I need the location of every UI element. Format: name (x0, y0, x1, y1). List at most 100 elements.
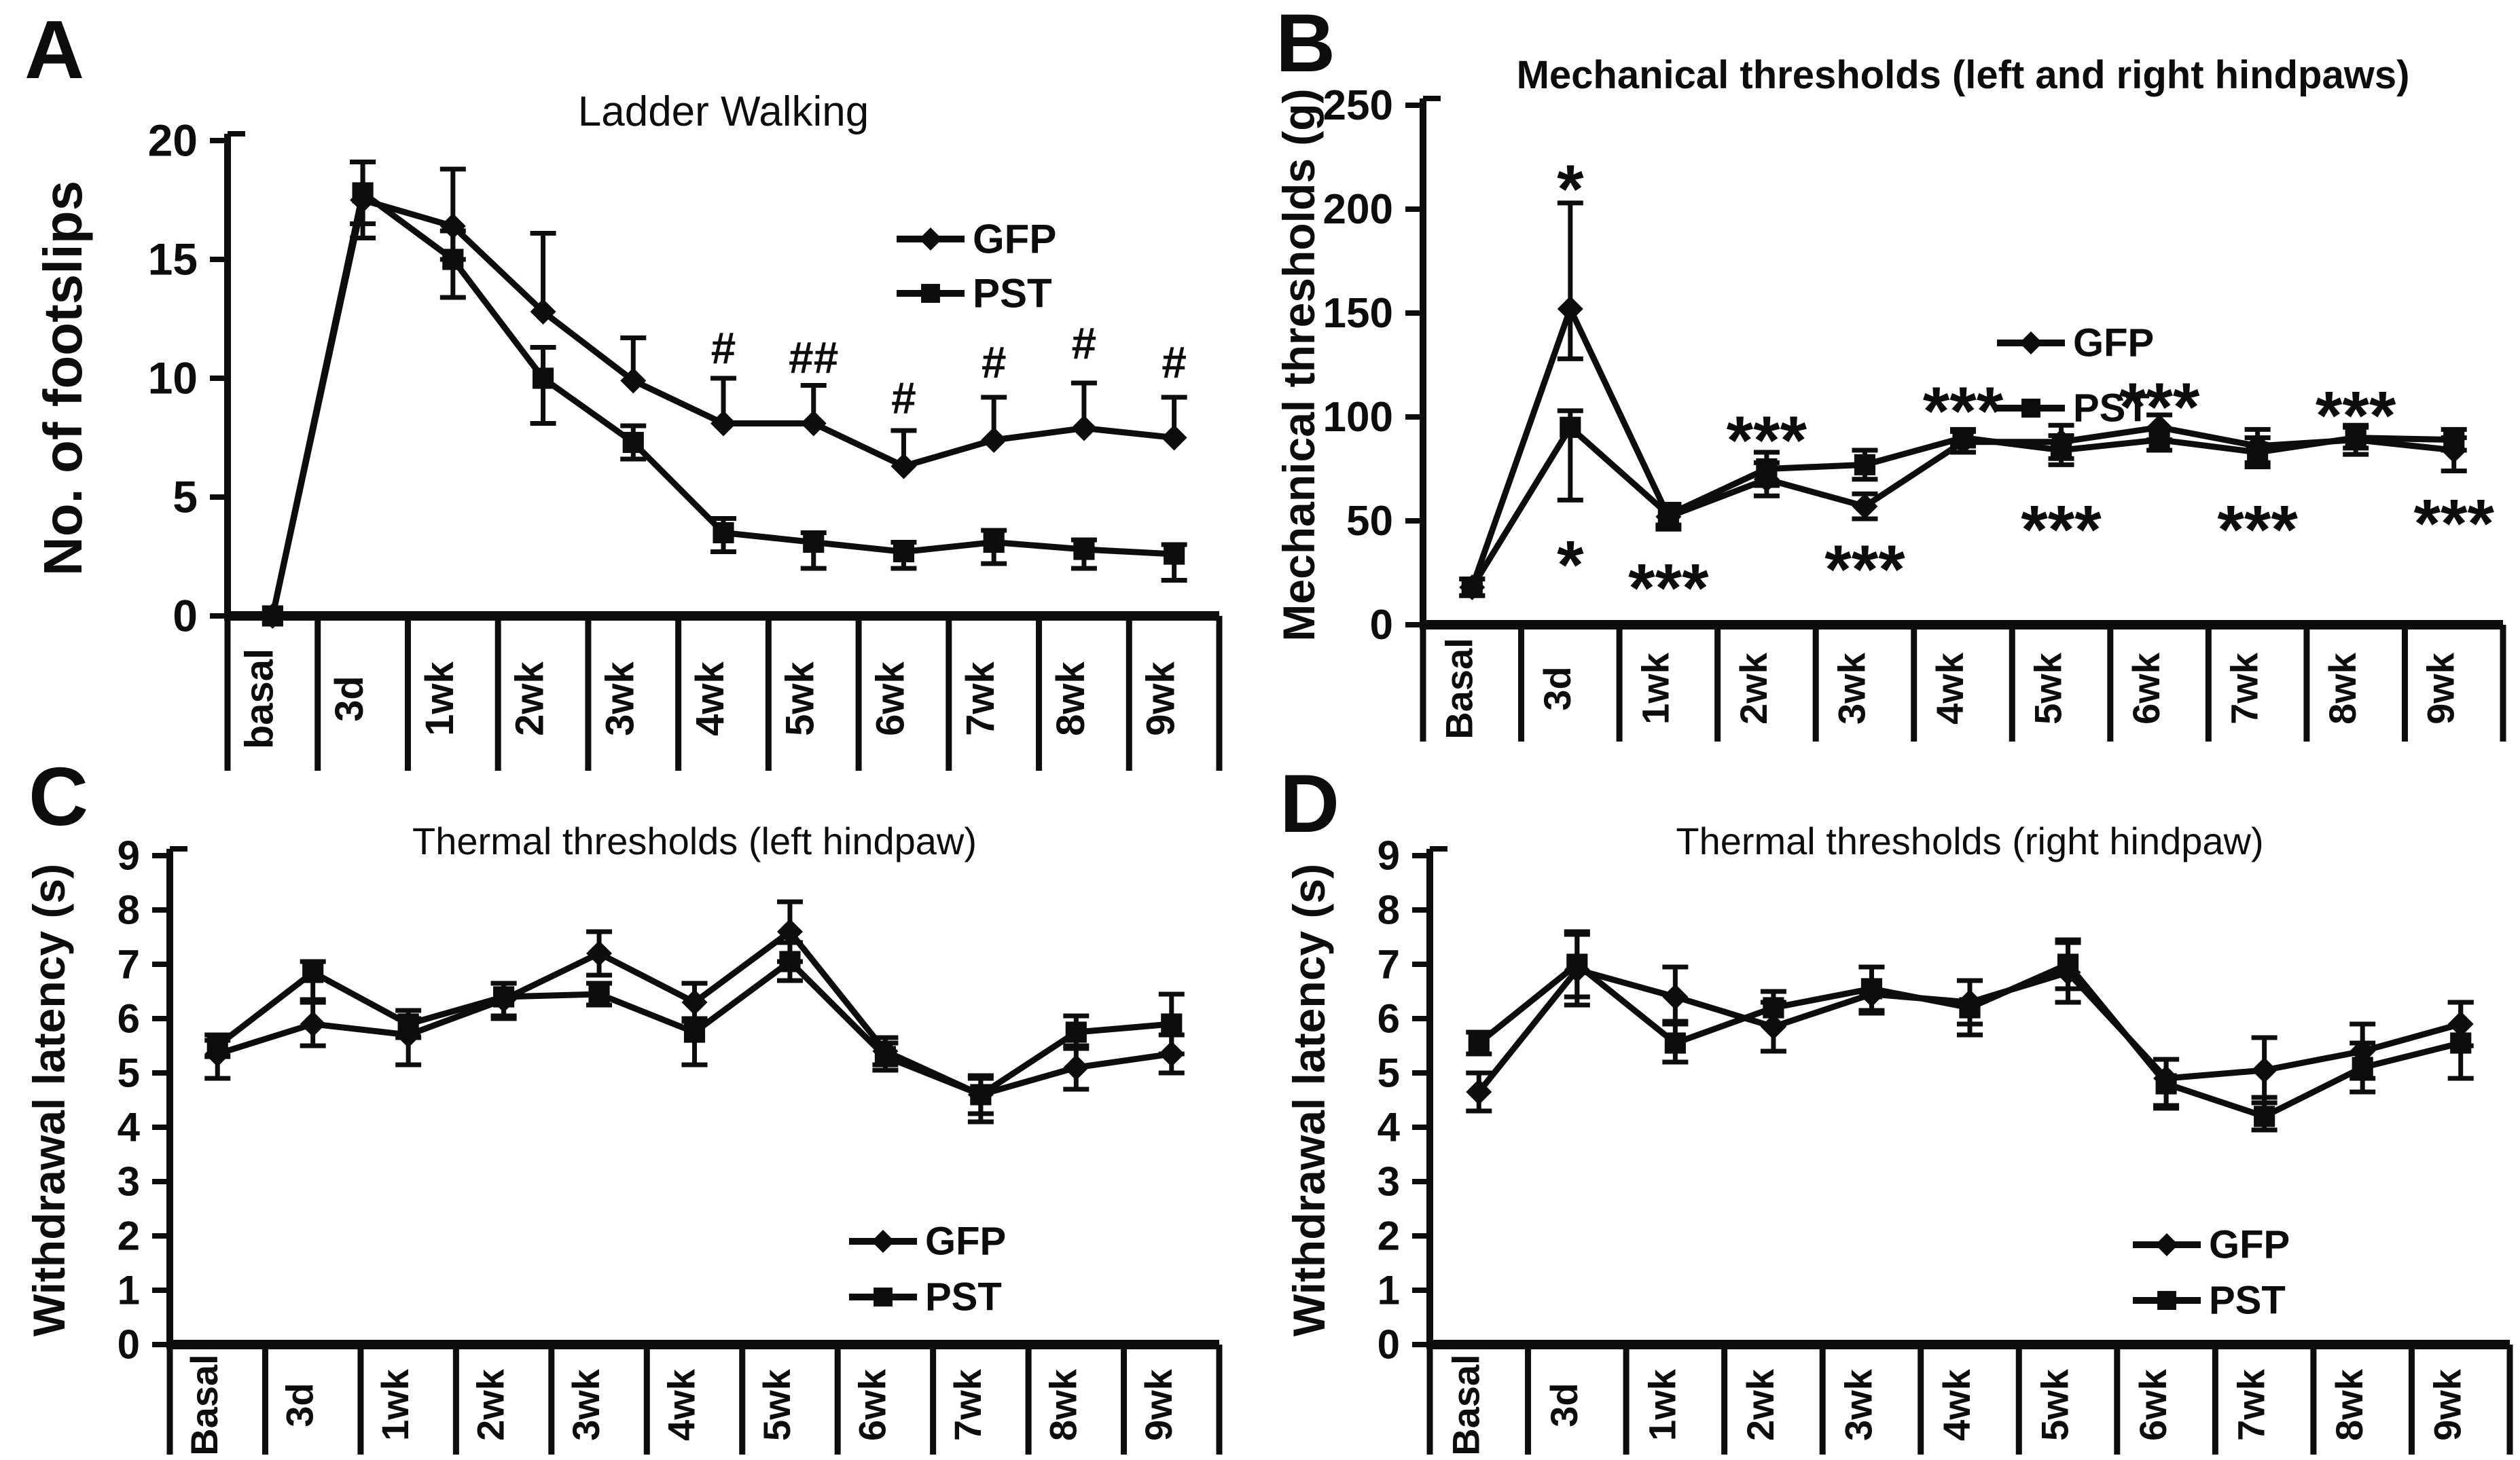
x-tick-label: 5wk (2034, 1368, 2076, 1441)
panel-label-d: D (1280, 757, 1340, 850)
significance-marker: # (711, 323, 736, 373)
series-marker-pst (2450, 1032, 2472, 1054)
chart-panel-a-ladder-walking: Ladder Walking No. of footslips 0 5 10 15 20 ba… (33, 88, 1223, 771)
series-marker-pst (588, 983, 610, 1005)
series-marker-pst (683, 1021, 706, 1043)
x-tick-label: 7wk (2223, 652, 2266, 725)
series-marker-pst (1952, 427, 1974, 449)
y-tick-label: 9 (1378, 833, 1400, 878)
x-tick-label: 8wk (1049, 661, 1093, 735)
x-tick-label: 4wk (1935, 1368, 1978, 1441)
x-tick-label: 5wk (778, 661, 823, 735)
legend-label-pst: PST (2073, 386, 2150, 431)
chart-title: Mechanical thresholds (left and right hi… (1517, 53, 2410, 97)
significance-marker: *** (2413, 484, 2494, 562)
series-marker-pst (1664, 1032, 1686, 1054)
chart-title: Thermal thresholds (left hindpaw) (412, 820, 977, 862)
y-tick-label: 1 (118, 1267, 140, 1313)
y-tick-label: 7 (1378, 941, 1400, 987)
series-marker-gfp (1158, 1041, 1185, 1067)
y-tick-label: 8 (1378, 887, 1400, 932)
x-tick-label: 3d (1543, 1383, 1585, 1427)
series-marker-gfp (300, 1011, 326, 1037)
significance-marker: *** (2021, 491, 2102, 568)
series-marker-pst (1763, 997, 1784, 1019)
x-tick-label: 1wk (1634, 652, 1676, 725)
y-tick-label: 4 (1378, 1104, 1401, 1150)
significance-marker: *** (1727, 401, 1807, 479)
series-marker-pst (262, 605, 283, 627)
series-marker-gfp (1662, 984, 1689, 1010)
panel-label-a: A (24, 3, 85, 96)
legend-label-pst: PST (973, 270, 1052, 316)
y-tick-label: 1 (1378, 1267, 1400, 1313)
x-tick-label: 9wk (2419, 652, 2462, 725)
y-axis-label: Withdrawal latency (s) (24, 864, 74, 1336)
significance-marker: * (1557, 150, 1584, 227)
x-tick-label: 7wk (958, 661, 1003, 735)
legend-marker-gfp (2019, 331, 2042, 354)
series-marker-pst (1461, 577, 1483, 598)
series-marker-pst (1854, 454, 1876, 475)
significance-marker: # (891, 373, 916, 423)
series-marker-pst (206, 1035, 228, 1057)
significance-marker: *** (2119, 368, 2200, 445)
legend-marker-gfp (871, 1230, 895, 1253)
x-tick-label: 4wk (660, 1368, 703, 1441)
y-tick-label: 5 (173, 471, 198, 522)
x-tick-label: 3d (327, 676, 372, 722)
x-tick-label: 6wk (2125, 652, 2167, 725)
y-tick-label: 3 (1378, 1158, 1400, 1204)
series-marker-gfp (981, 427, 1007, 453)
x-tick-label: 3d (278, 1383, 321, 1427)
series-marker-gfp (1161, 424, 1187, 451)
x-tick-label: 6wk (2131, 1368, 2174, 1441)
chart-panel-c-thermal-left: Thermal thresholds (left hindpaw) Withdra… (24, 820, 1223, 1456)
series-marker-pst (2352, 1057, 2373, 1078)
series-marker-gfp (776, 919, 803, 945)
y-tick-label: 5 (118, 1050, 140, 1095)
series-marker-pst (1073, 539, 1095, 560)
y-tick-label: 6 (118, 996, 140, 1041)
series-marker-pst (1959, 997, 1981, 1019)
series-marker-pst (1468, 1032, 1490, 1054)
y-tick-label: 5 (1378, 1050, 1400, 1095)
x-tick-label: 1wk (374, 1368, 416, 1441)
panel-label-c: C (29, 750, 89, 843)
series-marker-gfp (1466, 1079, 1492, 1105)
series-marker-gfp (1063, 1055, 1090, 1080)
series-marker-pst (532, 367, 554, 389)
significance-marker: *** (2217, 491, 2298, 568)
y-axis-label: Withdrawal latency (s) (1284, 864, 1334, 1336)
x-tick-label: 2wk (469, 1368, 512, 1441)
y-axis-label: No. of footslips (33, 181, 93, 576)
y-tick-label: 2 (1378, 1213, 1400, 1258)
x-tick-label: 7wk (2230, 1368, 2273, 1441)
series-marker-pst (2345, 427, 2366, 449)
series-marker-pst (2148, 429, 2170, 451)
series-marker-pst (1065, 1021, 1087, 1043)
y-tick-label: 200 (1323, 186, 1393, 233)
series-marker-pst (2247, 441, 2269, 463)
x-tick-label: 6wk (850, 1368, 893, 1441)
series-marker-gfp (1557, 295, 1583, 322)
y-tick-label: 250 (1323, 82, 1393, 129)
series-marker-pst (352, 182, 374, 204)
series-marker-gfp (800, 410, 827, 437)
x-tick-label: Basal (1444, 1354, 1487, 1455)
x-tick-label: 3wk (1837, 1368, 1879, 1441)
series-marker-pst (302, 962, 324, 983)
x-tick-label: 3d (1536, 666, 1579, 710)
legend-marker-pst (874, 1288, 893, 1307)
x-tick-label: 1wk (418, 661, 462, 735)
x-tick-label: 2wk (1732, 652, 1775, 725)
series-marker-pst (1756, 458, 1778, 480)
series-marker-gfp (620, 367, 647, 394)
x-tick-label: 9wk (2426, 1368, 2469, 1441)
x-tick-label: 8wk (2328, 1368, 2371, 1441)
series-marker-pst (1161, 1013, 1183, 1035)
y-tick-label: 8 (118, 887, 140, 932)
y-tick-label: 100 (1323, 394, 1393, 441)
y-tick-label: 15 (148, 234, 198, 284)
